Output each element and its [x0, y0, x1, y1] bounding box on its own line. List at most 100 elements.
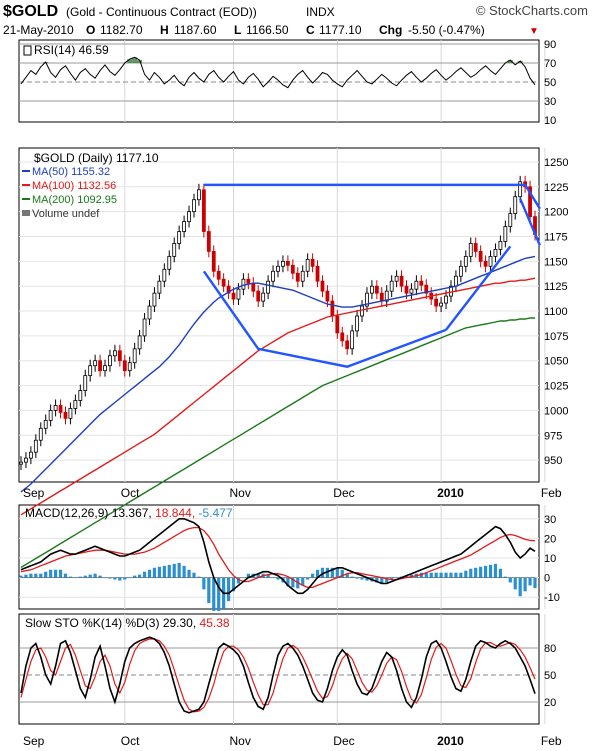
- price-bar-body: [458, 265, 463, 277]
- grid-lines: [19, 40, 546, 724]
- macd-histogram-bar: [152, 567, 157, 578]
- rsi-overbought-fill: [127, 59, 133, 63]
- rsi-line: [20, 56, 536, 89]
- stockcharts-logo[interactable]: © StockCharts.com: [476, 3, 588, 18]
- trend-annotation: [519, 198, 542, 246]
- sto-legend-k: 29.30,: [163, 616, 196, 630]
- price-tick-label: 975: [544, 430, 562, 442]
- stochastic-panel: [18, 613, 540, 725]
- price-bar-body: [360, 305, 364, 317]
- rsi-overbought-fill: [132, 57, 138, 63]
- ma200-line: [20, 317, 535, 569]
- macd-histogram-bar: [133, 575, 137, 578]
- price-bar-body: [295, 272, 300, 282]
- macd-histogram-bar: [350, 576, 354, 578]
- high-value: 1187.60: [174, 23, 217, 37]
- price-bar-body: [256, 290, 261, 302]
- macd-histogram-bar: [78, 576, 82, 578]
- macd-histogram-bar: [108, 577, 112, 579]
- macd-histogram-bar: [207, 577, 211, 604]
- price-bar-body: [216, 270, 221, 280]
- price-bar-body: [142, 318, 147, 337]
- price-bar-body: [53, 405, 58, 411]
- rsi-tick-label: 30: [544, 96, 556, 108]
- price-bar-body: [43, 419, 48, 429]
- price-bar-body: [379, 292, 384, 302]
- price-bar-body: [483, 260, 488, 267]
- macd-histogram-bar: [395, 577, 399, 579]
- macd-tick-label: 0: [544, 573, 550, 585]
- price-bar-body: [310, 258, 315, 267]
- month-label: Feb: [541, 734, 562, 748]
- macd-histogram-bar: [390, 577, 394, 580]
- month-axis-upper: SepOctNovDec2010FebMarAprMay: [23, 486, 562, 500]
- stochastic-d-line: [20, 638, 536, 713]
- macd-histogram-bar: [162, 565, 166, 578]
- stochastic-tick-label: 80: [544, 643, 556, 655]
- macd-histogram-bar: [123, 577, 127, 580]
- rsi-tick-label: 90: [544, 39, 556, 51]
- price-bar-body: [241, 278, 246, 290]
- quote-date: 21-May-2010: [3, 23, 74, 37]
- macd-histogram-bar: [449, 572, 453, 578]
- macd-histogram-bar: [236, 577, 241, 584]
- macd-histogram-bar: [508, 577, 512, 583]
- close-value: 1177.10: [319, 23, 362, 37]
- price-bar-body: [404, 285, 409, 294]
- price-bar-body: [162, 268, 167, 282]
- sto-legend-d: 45.38: [200, 616, 230, 630]
- rsi-legend: RSI(14) 46.59: [23, 43, 109, 57]
- macd-histogram-bar: [39, 573, 43, 578]
- macd-histogram-bar: [217, 577, 221, 611]
- symbol-title: $GOLD: [3, 3, 58, 20]
- price-bar-body: [384, 290, 389, 302]
- macd-histogram-bar: [380, 577, 384, 584]
- stochastic-chart: [20, 636, 536, 714]
- month-label: Dec: [333, 486, 354, 500]
- price-panel: [18, 147, 540, 483]
- macd-line: [20, 517, 536, 595]
- ma50-legend: MA(50) 1155.32: [32, 166, 110, 178]
- trend-annotation: [524, 184, 541, 210]
- price-bar-body: [83, 375, 88, 391]
- price-bar-body: [24, 457, 28, 463]
- rsi-legend-swatch: [23, 45, 32, 56]
- macd-histogram-bar: [192, 572, 196, 578]
- stochastic-tick-label: 20: [544, 697, 556, 709]
- price-bar-body: [498, 241, 503, 250]
- rsi-tick-label: 50: [544, 77, 556, 89]
- macd-histogram-bar: [444, 572, 448, 578]
- price-bar-body: [320, 280, 325, 292]
- price-bar-body: [488, 255, 493, 267]
- rsi-legend-text: RSI(14) 46.59: [34, 43, 109, 57]
- price-tick-label: 1125: [544, 281, 568, 293]
- price-bar-body: [236, 288, 241, 300]
- price-bar-body: [117, 350, 122, 362]
- macd-histogram-bar: [493, 563, 498, 578]
- macd-histogram-bar: [34, 573, 38, 578]
- price-bar-body: [73, 400, 78, 409]
- price-bar-body: [88, 365, 93, 377]
- price-bar-body: [518, 181, 523, 198]
- macd-legend: MACD(12,26,9) 13.367, 18.844, -5.477: [25, 506, 233, 520]
- price-bar-body: [127, 362, 132, 372]
- price-bar-body: [108, 355, 112, 367]
- price-bar-body: [355, 315, 359, 332]
- macd-histogram-bar: [138, 574, 142, 578]
- macd-histogram-bar: [276, 577, 280, 580]
- macd-histogram-bar: [147, 569, 152, 578]
- price-bar-body: [266, 280, 271, 294]
- macd-histogram-bar: [49, 569, 53, 578]
- macd-histogram-bar: [315, 569, 320, 578]
- ma50-line: [20, 255, 536, 493]
- macd-histogram-bar: [375, 577, 379, 583]
- macd-histogram-bar: [291, 577, 295, 588]
- macd-histogram-bar: [355, 577, 359, 579]
- price-bar-body: [78, 390, 83, 401]
- price-bar-body: [399, 275, 404, 287]
- macd-histogram-bar: [68, 576, 73, 578]
- macd-histogram-bar: [53, 569, 58, 578]
- price-bar-body: [58, 405, 63, 413]
- macd-histogram-bar: [24, 574, 28, 578]
- macd-tick-label: 10: [544, 553, 556, 565]
